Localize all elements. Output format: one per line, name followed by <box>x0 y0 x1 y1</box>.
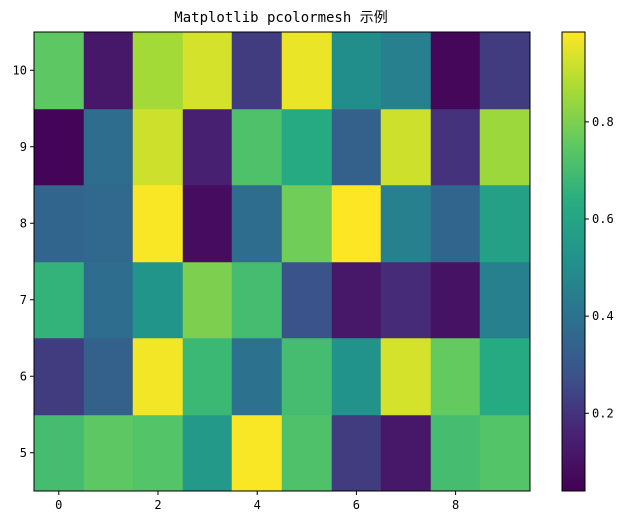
heatmap-cell <box>231 31 283 110</box>
heatmap-cell <box>380 414 432 492</box>
heatmap-cell <box>479 414 531 492</box>
colorbar: 0.2 0.4 0.6 0.8 <box>561 31 614 492</box>
heatmap-cell <box>33 337 85 416</box>
heatmap-cell <box>281 261 333 339</box>
heatmap-cell <box>132 414 184 492</box>
heatmap-cell <box>380 337 432 416</box>
x-axis: 0 2 4 6 8 <box>55 491 459 512</box>
heatmap-cell <box>380 108 432 186</box>
heatmap-cell <box>182 108 233 186</box>
heatmap-cell <box>430 108 481 186</box>
heatmap-cell <box>281 414 333 492</box>
heatmap-cell <box>430 184 481 263</box>
heatmap-cell <box>479 261 531 339</box>
heatmap-cell <box>33 184 85 263</box>
y-tick-label: 9 <box>20 140 27 154</box>
heatmap-cell <box>430 261 481 339</box>
heatmap-cell <box>331 414 382 492</box>
heatmap-cell <box>281 337 333 416</box>
x-tick-label: 6 <box>353 498 360 512</box>
heatmap-cell <box>331 31 382 110</box>
heatmap-cell <box>231 261 283 339</box>
heatmap-cell <box>430 337 481 416</box>
heatmap-cell <box>380 184 432 263</box>
heatmap-cells <box>33 31 531 492</box>
x-tick-label: 8 <box>452 498 459 512</box>
heatmap-cell <box>132 31 184 110</box>
heatmap-cell <box>281 108 333 186</box>
heatmap-cell <box>479 31 531 110</box>
heatmap-cell <box>430 31 481 110</box>
heatmap-cell <box>182 31 233 110</box>
x-tick-label: 2 <box>154 498 161 512</box>
heatmap-cell <box>331 261 382 339</box>
heatmap-cell <box>83 184 134 263</box>
colorbar-tick-label: 0.8 <box>592 115 614 129</box>
heatmap-cell <box>182 337 233 416</box>
heatmap-cell <box>33 108 85 186</box>
heatmap-cell <box>281 31 333 110</box>
y-tick-label: 10 <box>13 63 27 77</box>
y-tick-label: 6 <box>20 369 27 383</box>
heatmap-cell <box>83 414 134 492</box>
heatmap-cell <box>331 108 382 186</box>
heatmap-cell <box>182 414 233 492</box>
heatmap-cell <box>331 184 382 263</box>
heatmap-cell <box>83 31 134 110</box>
heatmap-cell <box>132 337 184 416</box>
heatmap-cell <box>479 184 531 263</box>
heatmap-cell <box>479 337 531 416</box>
colorbar-ticks: 0.2 0.4 0.6 0.8 <box>585 115 614 420</box>
heatmap-cell <box>182 184 233 263</box>
colorbar-tick-label: 0.6 <box>592 212 614 226</box>
heatmap-cell <box>430 414 481 492</box>
heatmap-cell <box>231 414 283 492</box>
heatmap-cell <box>33 414 85 492</box>
heatmap-cell <box>380 261 432 339</box>
heatmap-cell <box>83 108 134 186</box>
heatmap-cell <box>33 261 85 339</box>
x-tick-label: 4 <box>254 498 261 512</box>
y-axis: 5 6 7 8 9 10 <box>13 63 34 460</box>
heatmap-cell <box>132 184 184 263</box>
colorbar-tick-label: 0.4 <box>592 309 614 323</box>
heatmap-cell <box>33 31 85 110</box>
plot-frame <box>33 31 531 492</box>
y-tick-label: 7 <box>20 293 27 307</box>
heatmap-cell <box>281 184 333 263</box>
heatmap-cell <box>231 337 283 416</box>
heatmap-cell <box>231 184 283 263</box>
chart-title: Matplotlib pcolormesh 示例 <box>174 10 387 26</box>
heatmap-cell <box>231 108 283 186</box>
heatmap-cell <box>182 261 233 339</box>
colorbar-tick-label: 0.2 <box>592 406 614 420</box>
heatmap-cell <box>331 337 382 416</box>
heatmap-cell <box>132 108 184 186</box>
y-tick-label: 5 <box>20 446 27 460</box>
y-tick-label: 8 <box>20 216 27 230</box>
heatmap-cell <box>83 261 134 339</box>
colorbar-frame <box>561 31 586 492</box>
heatmap-cell <box>479 108 531 186</box>
x-tick-label: 0 <box>55 498 62 512</box>
heatmap-cell <box>83 337 134 416</box>
heatmap-cell <box>380 31 432 110</box>
heatmap-cell <box>132 261 184 339</box>
colorbar-gradient <box>562 32 585 491</box>
